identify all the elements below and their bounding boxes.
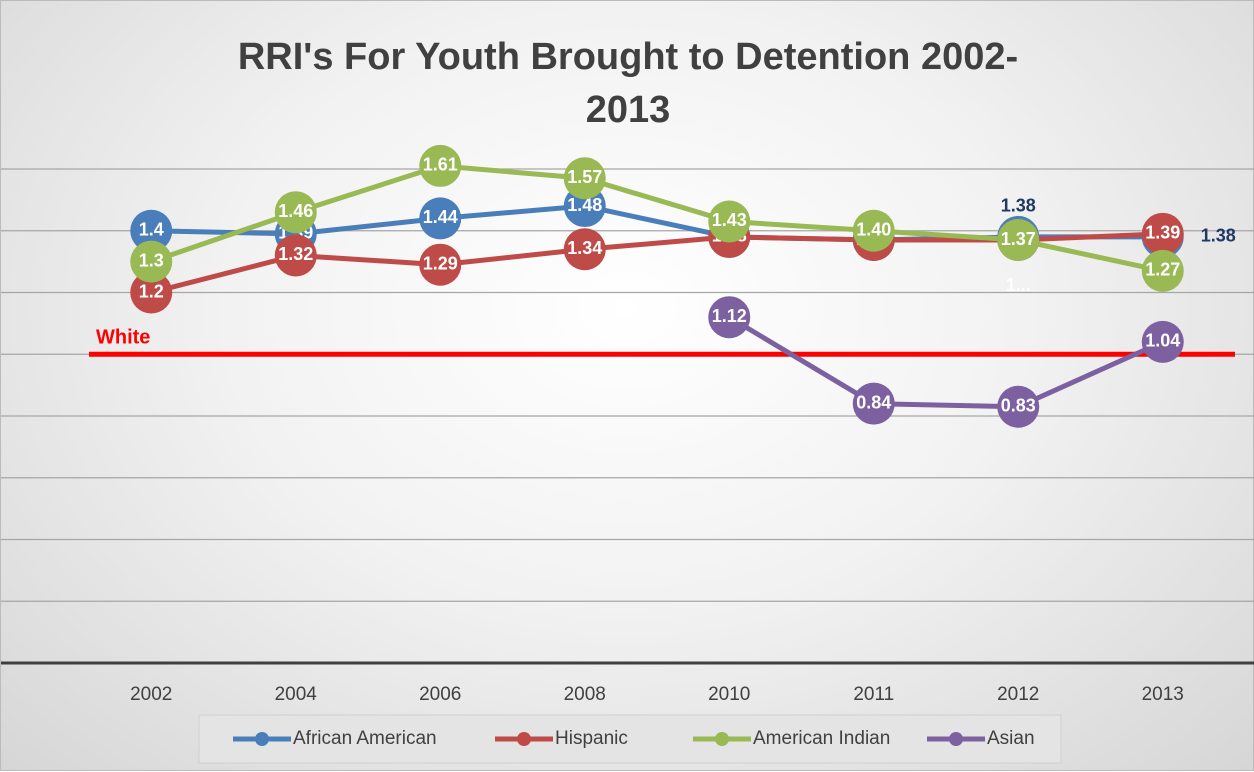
series-line <box>727 315 1164 410</box>
marker <box>419 144 462 187</box>
data-label: 1.48 <box>567 195 602 215</box>
x-tick-label: 2013 <box>1142 684 1184 705</box>
legend-box <box>198 714 1062 764</box>
marker <box>274 234 317 277</box>
marker <box>419 243 462 286</box>
legend-label: American Indian <box>753 728 890 749</box>
marker <box>563 228 606 271</box>
legend: African American Hispanic American Indian A… <box>198 714 1062 764</box>
data-label: 1.43 <box>712 210 747 230</box>
data-label: 1.4 <box>139 220 164 240</box>
marker <box>563 157 606 200</box>
data-label: 1... <box>1006 275 1031 295</box>
marker <box>997 385 1040 428</box>
data-label: 1.04 <box>1145 331 1180 351</box>
data-label: 1.34 <box>567 238 602 258</box>
x-tick-label: 2002 <box>130 684 172 705</box>
data-label: 1.37 <box>1001 229 1036 249</box>
marker <box>1141 249 1184 292</box>
data-label: 1.44 <box>423 207 458 227</box>
data-label: 1.57 <box>567 167 602 187</box>
data-label: 1.40 <box>856 220 891 240</box>
data-label: 1.12 <box>712 306 747 326</box>
marker <box>997 219 1040 262</box>
data-label: 1.38 <box>1001 196 1036 216</box>
x-tick-label: 2006 <box>419 684 461 705</box>
x-tick-label: 2004 <box>275 684 318 705</box>
data-label: 1.39 <box>1145 223 1180 243</box>
marker <box>708 296 751 339</box>
marker <box>130 209 173 252</box>
legend-swatch <box>949 732 963 746</box>
series-line <box>150 163 1164 274</box>
marker <box>130 240 173 283</box>
x-tick-label: 2008 <box>564 684 606 705</box>
data-label: 1.3 <box>139 250 164 270</box>
chart-title: RRI's For Youth Brought to Detention 200… <box>237 36 1019 131</box>
x-tick-label: 2011 <box>853 684 894 705</box>
x-tick-label: 2012 <box>997 684 1039 705</box>
data-label: 1.46 <box>278 201 313 221</box>
legend-swatch <box>715 732 729 746</box>
data-label: 0.84 <box>856 392 891 412</box>
x-tick-label: 2010 <box>708 684 750 705</box>
legend-label: Asian <box>987 728 1035 749</box>
data-label: 1.29 <box>423 253 458 273</box>
marker <box>852 209 895 252</box>
legend-label: Hispanic <box>555 728 628 749</box>
data-label: 1.61 <box>423 155 458 175</box>
marker <box>419 197 462 240</box>
marker <box>1141 320 1184 363</box>
legend-swatch <box>255 732 269 746</box>
data-label: 1.32 <box>278 244 313 264</box>
marker <box>274 191 317 234</box>
marker <box>1141 212 1184 255</box>
data-label: 0.83 <box>1001 395 1036 415</box>
marker <box>130 271 173 314</box>
data-label: 1.2 <box>139 281 164 301</box>
legend-swatch <box>517 732 531 746</box>
reference-label: White <box>96 327 150 349</box>
marker <box>708 200 751 243</box>
data-label: 1.27 <box>1145 260 1180 280</box>
marker <box>852 382 895 425</box>
data-label: 1.38 <box>1201 226 1236 246</box>
legend-label: African American <box>293 728 437 749</box>
